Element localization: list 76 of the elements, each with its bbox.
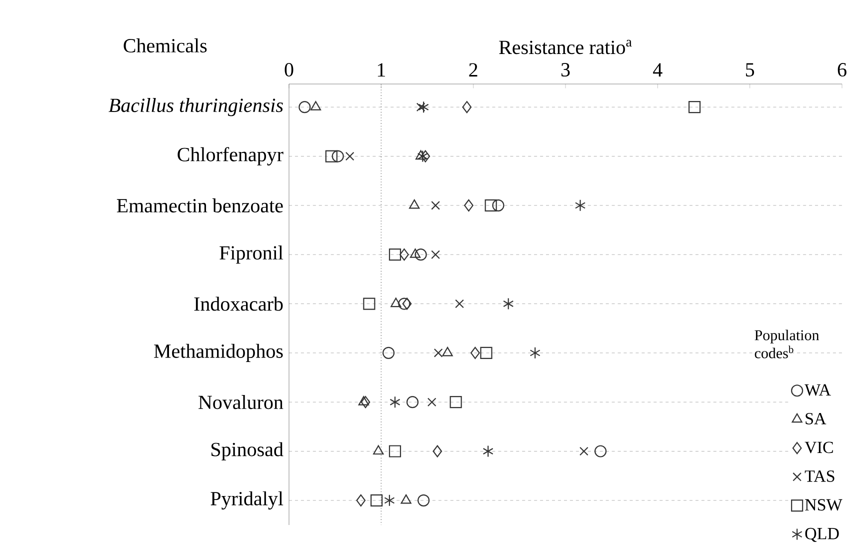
point [332, 150, 344, 162]
point [414, 248, 427, 261]
point [400, 494, 412, 504]
point [492, 199, 504, 212]
point [356, 494, 366, 506]
y-axis-title: Chemicals [124, 38, 207, 52]
legend-title: Population codes$^{b}$ [754, 330, 820, 358]
point [434, 348, 443, 358]
point [442, 346, 453, 356]
x-tick-label: 5 [746, 63, 754, 76]
point [358, 396, 369, 406]
point [530, 346, 540, 359]
point [431, 250, 440, 260]
point [470, 346, 480, 359]
x-tick-label: 6 [838, 63, 846, 76]
point [363, 298, 376, 310]
point [432, 445, 442, 458]
x-tick-label: 3 [561, 63, 570, 76]
point [480, 346, 492, 359]
point [418, 101, 429, 114]
point [298, 101, 311, 114]
y-tick-label: Chlorfenapyr [178, 147, 284, 166]
x-tick-label: 0 [284, 62, 294, 76]
point [418, 494, 430, 506]
y-tick-label: Methamidophos [154, 344, 283, 362]
point [360, 396, 370, 408]
legend-label: SA [806, 412, 826, 424]
point [388, 248, 402, 261]
point [310, 101, 322, 110]
point [431, 200, 440, 210]
y-tick-label: Emamectin benzoate [116, 198, 283, 212]
y-tick-label: Spinosad [211, 442, 284, 460]
point [390, 396, 400, 408]
legend-label: NSW [805, 499, 842, 511]
x-axis-title: Resistance ratio$^{a}$ [499, 40, 632, 54]
y-tick-label: Novaluron [198, 395, 284, 410]
y-tick-label: Pyridalyl [210, 491, 284, 510]
legend-label: TAS [804, 470, 834, 482]
legend-label: VIC [804, 442, 833, 454]
point [388, 445, 402, 458]
point [345, 152, 354, 161]
point [410, 248, 421, 258]
point [420, 150, 430, 162]
point [400, 248, 409, 261]
x-tick-label: 1 [378, 63, 385, 76]
y-tick-label: Bacillus thuringiensis [108, 98, 283, 116]
x-tick-label: 2 [469, 63, 478, 76]
point [406, 396, 419, 408]
point [464, 199, 474, 212]
point [373, 445, 384, 455]
point [416, 102, 426, 112]
point [370, 494, 383, 506]
point [455, 299, 464, 308]
point [574, 199, 586, 212]
point [382, 346, 395, 359]
point [482, 445, 494, 458]
point [409, 199, 420, 209]
point [579, 446, 588, 456]
y-tick-label: Fipronil [220, 246, 284, 264]
point [688, 101, 701, 114]
point [417, 150, 428, 162]
point [427, 398, 436, 407]
legend-label: WA [804, 384, 831, 396]
point [484, 199, 497, 212]
legend-label: QLD [805, 528, 839, 542]
point [594, 445, 607, 458]
point [503, 298, 514, 310]
point [402, 298, 412, 310]
point [384, 494, 395, 506]
point [415, 150, 426, 160]
point [390, 298, 402, 308]
point [450, 396, 462, 408]
x-tick-label: 4 [653, 63, 662, 76]
y-tick-label: Indoxacarb [194, 296, 283, 311]
point [325, 150, 338, 162]
point [462, 101, 472, 114]
